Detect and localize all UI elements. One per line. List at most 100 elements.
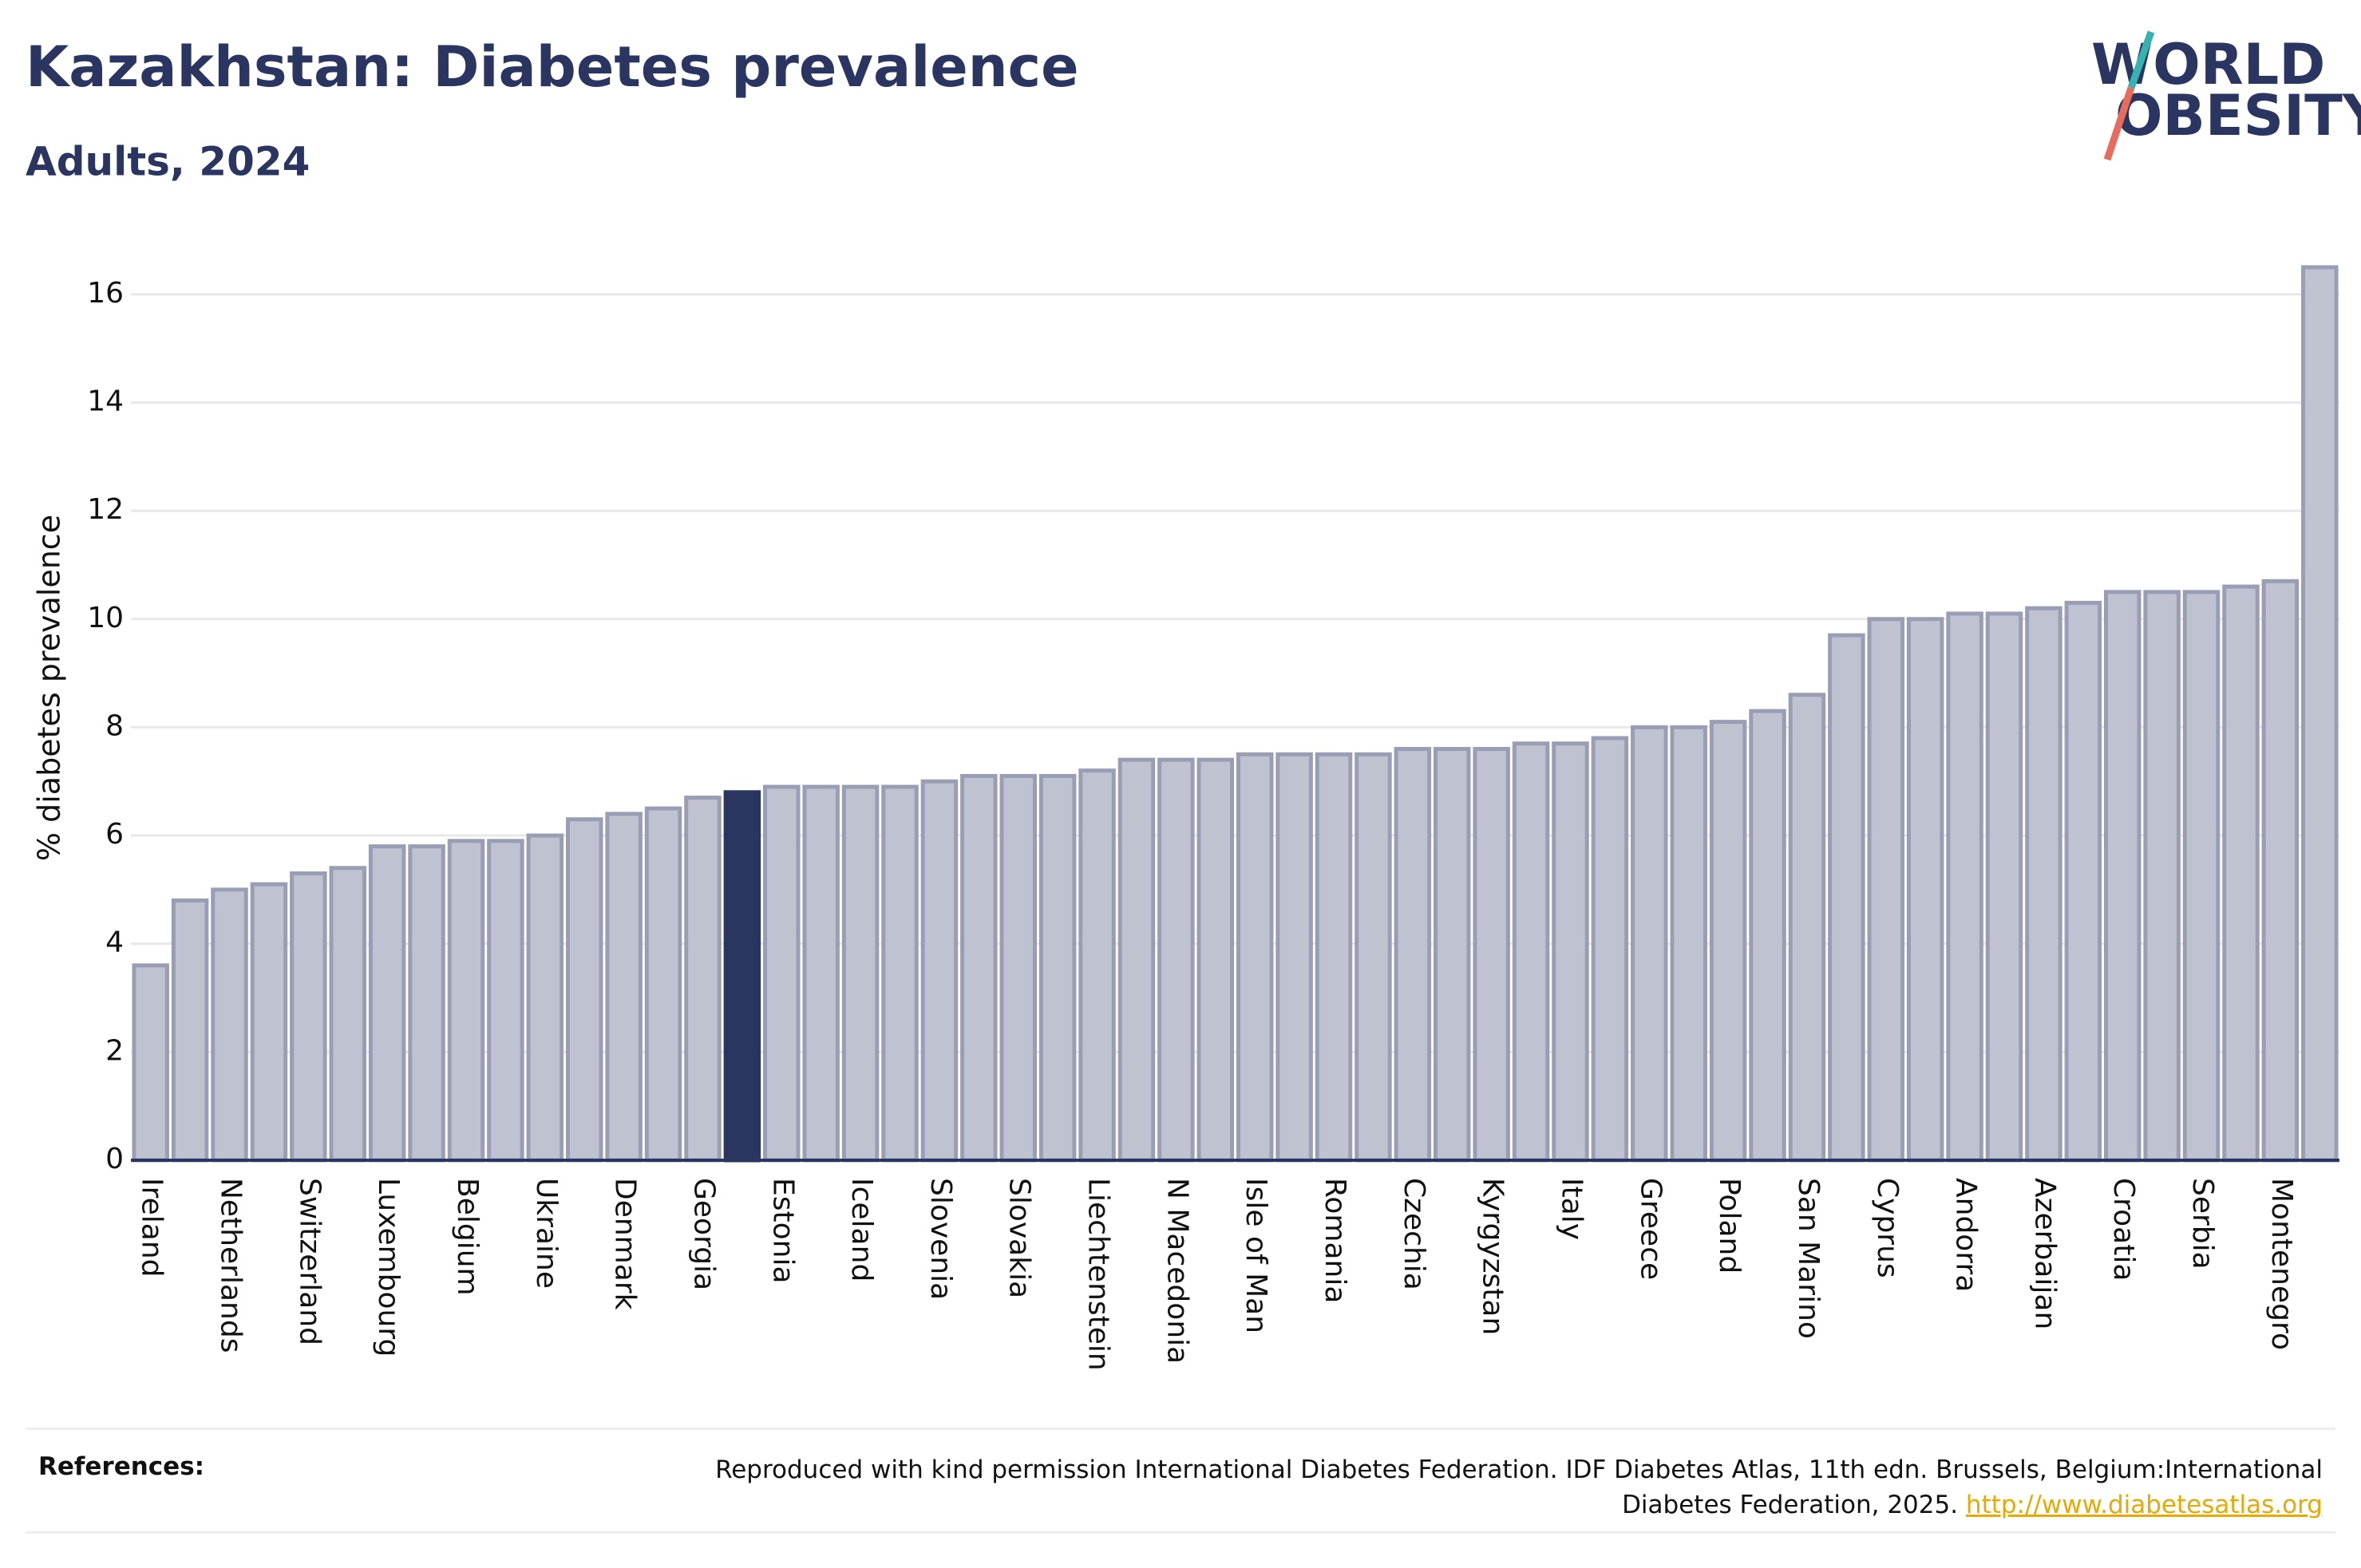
bar	[526, 833, 564, 1163]
bar	[1631, 725, 1668, 1163]
bar	[211, 887, 248, 1163]
x-tick-label: Serbia	[2186, 1178, 2219, 1270]
logo: WORLD OBESITY	[2091, 30, 2361, 161]
bar	[565, 817, 603, 1163]
bar	[487, 839, 524, 1163]
bar	[1394, 747, 1432, 1163]
bar	[1473, 747, 1510, 1163]
bar	[250, 882, 288, 1163]
y-tick-label: 12	[87, 493, 124, 526]
chart-subtitle: Adults, 2024	[26, 139, 310, 185]
x-tick-label: Denmark	[609, 1178, 642, 1310]
bar	[723, 790, 761, 1163]
bar	[1591, 736, 1629, 1163]
x-tick-label: Netherlands	[215, 1178, 247, 1353]
references: References: Reproduced with kind permiss…	[26, 1428, 2335, 1534]
y-tick-label: 16	[87, 277, 124, 310]
bar	[1315, 752, 1353, 1163]
bar	[2301, 265, 2339, 1163]
bar	[1236, 752, 1274, 1163]
x-tick-label: Andorra	[1950, 1178, 1983, 1292]
references-text: Reproduced with kind permission Internat…	[715, 1452, 2323, 1523]
y-tick-label: 10	[87, 602, 124, 634]
reference-line: Diabetes Federation, 2025. http://www.di…	[715, 1487, 2323, 1523]
bar	[1157, 757, 1195, 1163]
x-tick-label: Azerbaijan	[2028, 1178, 2061, 1329]
bar	[1552, 741, 1589, 1163]
x-tick-label: Iceland	[845, 1178, 878, 1282]
x-tick-label: San Marino	[1792, 1178, 1825, 1339]
y-tick-label: 2	[105, 1034, 124, 1067]
reference-line: Reproduced with kind permission Internat…	[715, 1455, 2323, 1484]
bar	[881, 784, 919, 1163]
x-tick-label: Slovenia	[924, 1178, 957, 1300]
bar	[802, 784, 840, 1163]
reference-link[interactable]: http://www.diabetesatlas.org	[1965, 1491, 2323, 1519]
bar	[1275, 752, 1313, 1163]
x-tick-label: Italy	[1555, 1178, 1588, 1240]
bar	[999, 773, 1037, 1163]
bar	[132, 963, 169, 1163]
bar	[329, 866, 367, 1163]
logo-slash	[2103, 86, 2135, 161]
bar	[1749, 709, 1786, 1163]
bar	[1355, 752, 1392, 1163]
x-tick-label: Georgia	[687, 1178, 720, 1290]
bar	[644, 806, 682, 1163]
x-tick-label: Luxembourg	[372, 1178, 405, 1357]
bar	[960, 773, 998, 1163]
x-tick-label: Poland	[1713, 1178, 1746, 1274]
bar	[763, 784, 801, 1163]
y-tick-label: 6	[105, 818, 124, 851]
bar	[1867, 617, 1905, 1163]
bar	[920, 779, 959, 1163]
bar	[368, 844, 406, 1163]
bar	[2222, 584, 2260, 1163]
y-tick-label: 14	[87, 385, 124, 417]
logo-text: OBESITY	[2115, 83, 2361, 148]
x-tick-label: Ireland	[136, 1178, 168, 1278]
y-tick-label: 8	[105, 709, 124, 742]
x-tick-label: N Macedonia	[1161, 1178, 1193, 1364]
bar	[1038, 773, 1077, 1163]
y-axis-label: % diabetes prevalence	[32, 515, 67, 861]
references-label: References:	[38, 1452, 205, 1481]
bar	[605, 812, 643, 1163]
bar	[171, 898, 209, 1163]
x-tick-label: Croatia	[2107, 1178, 2140, 1281]
bar	[1985, 611, 2023, 1163]
x-tick-label: Ukraine	[530, 1178, 563, 1289]
bar	[2182, 590, 2221, 1163]
chart: Kazakhstan: Diabetes prevalence Adults, …	[26, 30, 2361, 1371]
bar	[841, 784, 880, 1163]
x-tick-label: Switzerland	[293, 1178, 326, 1345]
bar	[1512, 741, 1550, 1163]
reference-line: Diabetes Federation, 2025.	[1622, 1491, 1959, 1519]
logo-slash	[2127, 30, 2155, 89]
x-tick-label: Greece	[1634, 1178, 1667, 1280]
x-tick-label: Czechia	[1398, 1178, 1430, 1290]
x-tick-label: Liechtenstein	[1082, 1178, 1115, 1371]
bar	[1078, 768, 1116, 1163]
x-tick-label: Kyrgyzstan	[1477, 1178, 1509, 1335]
bar	[1117, 757, 1156, 1163]
bar	[1670, 725, 1707, 1163]
x-tick-label: Montenegro	[2265, 1178, 2298, 1350]
bar	[2025, 606, 2062, 1163]
bar	[290, 871, 327, 1163]
bar	[684, 796, 722, 1163]
bar	[1946, 611, 1983, 1163]
bar	[1196, 757, 1235, 1163]
bar	[1709, 720, 1747, 1163]
x-tick-label: Belgium	[451, 1178, 484, 1296]
bar	[2143, 590, 2181, 1163]
bar	[1906, 617, 1944, 1163]
bar	[1828, 633, 1865, 1163]
x-tick-label: Cyprus	[1871, 1178, 1904, 1278]
bar	[408, 844, 445, 1163]
bar	[2064, 600, 2102, 1163]
x-tick-label: Romania	[1319, 1178, 1351, 1303]
x-tick-label: Slovakia	[1003, 1178, 1036, 1298]
bar	[2261, 579, 2300, 1163]
